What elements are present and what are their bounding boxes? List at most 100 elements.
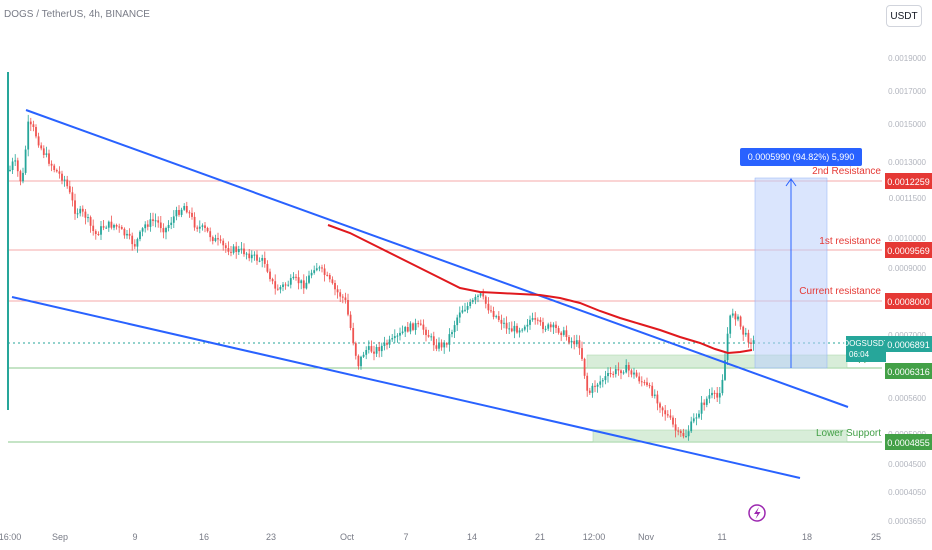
candle-body [471,300,474,302]
candle-body [331,279,334,284]
candle-body [466,306,469,310]
candle-body [614,369,617,375]
candle-body [292,276,295,279]
candle-body [326,274,329,276]
candle-body [453,325,456,333]
candle-body [687,431,690,437]
lightning-icon[interactable] [748,504,766,522]
candle-body [744,332,747,335]
candle-body [84,211,87,218]
candle-body [386,342,388,345]
candle-body [32,124,35,127]
candle-body [68,186,71,193]
candle-body [224,245,227,249]
candle-body [76,213,79,215]
candle-body [126,233,128,236]
candle-body [370,346,373,352]
candle-body [516,325,518,333]
candle-body [248,253,251,259]
candle-body [380,345,383,352]
chart-title: DOGS / TetherUS, 4h, BINANCE [4,9,150,20]
candle-body [334,283,336,290]
candle-body [297,277,300,284]
x-tick-label: 25 [871,532,881,542]
candle-body [445,343,448,345]
candle-body [547,324,550,329]
time-axis[interactable]: 16:00 Sep 9 16 23 Oct 7 14 21 12:00 Nov 11 18 25 [0,532,881,542]
candle-body [144,224,147,229]
candle-body [305,282,308,289]
upper-trendline[interactable] [25,109,849,408]
candle-body [482,293,485,297]
candle-body [279,287,282,290]
candle-body [373,351,375,354]
candle-body [479,293,482,296]
x-tick-label: 18 [802,532,812,542]
candle-body [560,332,563,335]
candle-body [617,369,620,371]
candle-body [690,421,693,432]
candle-body [698,413,700,418]
candle-body [118,226,121,228]
candle-body [206,228,209,232]
candle-body [492,311,495,317]
candle-body [651,385,654,396]
currency-button[interactable]: USDT [886,5,922,27]
candle-body [152,219,154,221]
candle-body [360,356,362,367]
price-tag-lower-support: 0.0004855 [885,434,932,450]
lower-support-zone[interactable] [592,429,848,443]
candle-body [24,149,27,173]
candle-body [261,258,264,261]
candle-body [544,328,547,330]
candle-body [596,384,599,387]
candle-body [159,222,162,229]
candle-body [302,280,305,289]
candle-body [94,231,97,234]
candle-body [659,403,661,408]
price-tag-support-text: 0.0006316 [887,367,930,377]
candle-body [513,325,516,332]
candle-body [58,171,61,174]
price-tag-1st-resistance: 0.0009569 [885,242,932,258]
candle-body [383,342,386,346]
x-tick-label: 11 [717,532,726,542]
last-price-value: 0.0006891 [887,340,930,350]
x-tick-label: 14 [467,532,477,542]
candle-body [100,226,102,235]
candle-body [703,402,706,405]
candle-body [393,336,396,339]
candle-body [328,275,331,280]
candle-body [61,173,63,181]
candle-body [422,324,425,330]
candle-body [227,248,230,252]
lower-trendline[interactable] [11,296,801,479]
candle-body [120,227,123,229]
candle-body [81,208,84,212]
candle-body [630,370,633,375]
candle-body [573,340,576,345]
candle-body [42,148,45,155]
candle-body [539,319,542,323]
candle-body [321,267,323,269]
candle-body [734,313,737,320]
candle-body [464,309,466,311]
candle-body [648,385,651,387]
candle-body [258,260,261,262]
candle-body [276,288,279,290]
price-tag-2nd-resistance: 0.0012259 [885,173,932,189]
candle-body [604,376,607,381]
candle-body [48,153,50,164]
candle-body [557,328,560,333]
price-axis[interactable]: 0.0019000 0.0017000 0.0015000 0.0013000 0.00… [888,54,926,526]
candle-body [583,358,586,376]
measure-arrow-head [785,178,797,187]
candle-body [653,394,656,396]
candle-body [425,329,427,336]
candle-body [565,330,568,337]
candle-body [154,220,157,222]
candle-body [9,169,11,171]
candle-body [300,280,303,284]
candle-body [110,221,113,228]
